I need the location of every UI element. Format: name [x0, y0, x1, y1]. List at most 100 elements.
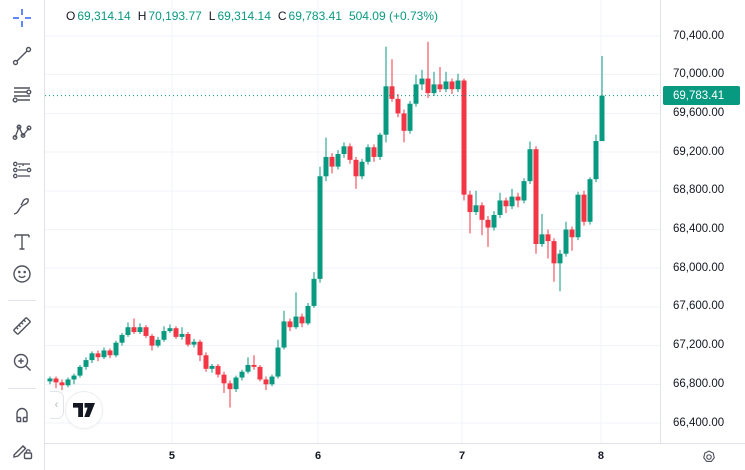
candle-body — [83, 360, 89, 367]
price-axis-tick: 68,800.00 — [673, 184, 725, 197]
price-axis-tick: 69,200.00 — [673, 145, 725, 158]
time-axis-tick: 5 — [168, 450, 176, 462]
candle-body — [317, 176, 323, 279]
candle-body — [593, 141, 599, 180]
candle-body — [329, 156, 335, 167]
chart-canvas[interactable] — [45, 0, 660, 443]
candle-body — [401, 113, 407, 131]
settings-gear-icon[interactable] — [700, 448, 718, 466]
legend-close-value: 69,783.41 — [288, 9, 342, 23]
ohlc-legend: O 69,314.14 H 70,193.77 L 69,314.14 C 69,783.41… — [66, 9, 440, 23]
candle-body — [485, 219, 491, 228]
candle-body — [461, 80, 467, 195]
candle-body — [173, 328, 179, 337]
candle-body — [491, 214, 497, 228]
candle-body — [143, 327, 149, 336]
tradingview-logo[interactable] — [65, 391, 103, 429]
candle-body — [503, 200, 509, 207]
candle-body — [455, 80, 461, 90]
long-position-icon[interactable] — [8, 156, 36, 184]
candle-body — [545, 234, 551, 242]
candle-body — [263, 379, 269, 385]
price-axis-tick: 70,000.00 — [673, 68, 725, 81]
candle-body — [149, 335, 155, 346]
emoji-icon[interactable] — [8, 260, 36, 288]
candle-body — [281, 321, 287, 348]
candle-body — [311, 278, 317, 306]
candle-body — [533, 149, 539, 245]
candle-body — [497, 200, 503, 215]
time-axis-tick: 8 — [597, 450, 605, 462]
time-axis-tick: 7 — [458, 450, 466, 462]
candle-body — [569, 229, 575, 238]
candle-body — [359, 161, 365, 177]
candle-body — [203, 355, 209, 369]
candle-body — [101, 350, 107, 358]
candle-body — [53, 378, 59, 383]
legend-high-label: H — [137, 9, 147, 23]
chevron-left-icon: ‹ — [54, 399, 59, 411]
candle-body — [305, 305, 311, 324]
legend-open-value: 69,314.14 — [77, 9, 131, 23]
candle-body — [191, 341, 197, 345]
candle-body — [89, 353, 95, 361]
candle-body — [131, 327, 137, 333]
text-icon[interactable] — [8, 228, 36, 256]
candle-body — [407, 103, 413, 131]
candle-body — [467, 194, 473, 213]
candle-body — [449, 81, 455, 90]
price-axis[interactable]: 69,783.41 70,400.00 70,000.00 69,600.00 69,… — [660, 0, 745, 443]
zoom-in-icon[interactable] — [8, 348, 36, 376]
candle-body — [521, 181, 527, 201]
last-price-tag: 69,783.41 — [663, 86, 740, 106]
candle-body — [437, 84, 443, 90]
candle-body — [509, 196, 515, 207]
candle-body — [599, 95, 605, 142]
candle-body — [107, 350, 113, 356]
candle-body — [395, 98, 401, 114]
candle-body — [227, 383, 233, 390]
price-axis-tick: 68,000.00 — [673, 261, 725, 274]
candle-body — [353, 159, 359, 177]
candle-body — [251, 364, 257, 367]
candle-body — [389, 86, 395, 99]
candle-body — [527, 149, 533, 182]
crosshair-icon[interactable] — [8, 4, 36, 32]
candle-body — [113, 342, 119, 356]
legend-change-value: 504.09 (+0.73%) — [348, 9, 438, 23]
candle-body — [323, 156, 329, 177]
candle-body — [473, 205, 479, 213]
tradingview-logo-icon — [73, 403, 95, 417]
candle-body — [71, 375, 77, 380]
time-axis[interactable]: 5 6 7 8 — [45, 443, 745, 470]
candle-body — [587, 179, 593, 222]
candle-body — [581, 194, 587, 222]
xabcd-pattern-icon[interactable] — [8, 118, 36, 146]
candle-body — [557, 253, 563, 264]
ruler-icon[interactable] — [8, 312, 36, 340]
legend-close-label: C — [277, 9, 287, 23]
price-axis-tick: 69,600.00 — [673, 106, 725, 119]
candle-body — [371, 147, 377, 157]
candle-body — [155, 339, 161, 346]
magnet-icon[interactable] — [8, 400, 36, 428]
trend-line-icon[interactable] — [8, 42, 36, 70]
candle-body — [119, 334, 125, 343]
candle-body — [299, 316, 305, 324]
candle-body — [47, 378, 53, 382]
legend-high-value: 70,193.77 — [148, 9, 202, 23]
brush-icon[interactable] — [8, 192, 36, 220]
candle-body — [479, 205, 485, 220]
legend-low-label: L — [208, 9, 216, 23]
lock-drawings-icon[interactable] — [8, 436, 36, 464]
candle-body — [269, 376, 275, 385]
candle-body — [185, 333, 191, 345]
fib-retracement-icon[interactable] — [8, 80, 36, 108]
candle-body — [197, 341, 203, 356]
candle-body — [275, 347, 281, 377]
candle-body — [167, 328, 173, 332]
collapse-toolbar-tab[interactable]: ‹ — [50, 391, 64, 419]
price-axis-tick: 68,400.00 — [673, 223, 725, 235]
candle-body — [257, 366, 263, 380]
